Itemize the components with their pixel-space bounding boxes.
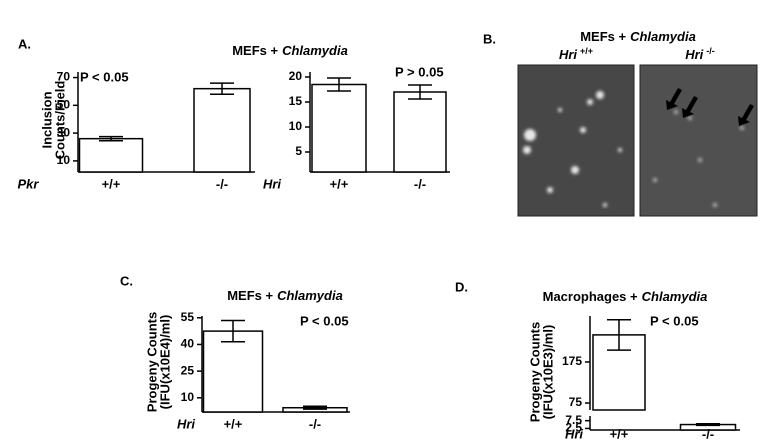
error-bar xyxy=(210,82,234,95)
micrograph-left xyxy=(517,64,635,217)
bar xyxy=(393,91,447,173)
title-italic: Chlamydia xyxy=(630,29,696,44)
y-tick-label: 5 xyxy=(295,144,302,158)
x-tick-label: -/- xyxy=(216,176,228,191)
error-bar xyxy=(221,319,245,343)
title-text: MEFs + xyxy=(232,43,278,58)
title-italic: Chlamydia xyxy=(642,289,708,304)
y-tick-label: 175 xyxy=(562,354,582,368)
bar xyxy=(193,87,251,173)
y-tick-label: 2.5 xyxy=(565,421,582,435)
annotation: P < 0.05 xyxy=(300,313,349,328)
y-tick-label: 55 xyxy=(181,310,195,324)
error-bar xyxy=(408,84,432,100)
error-bar xyxy=(327,77,351,92)
x-axis-label: Hri xyxy=(263,176,281,191)
title-italic: Chlamydia xyxy=(277,288,343,303)
y-tick-label: 50 xyxy=(57,98,71,112)
panel-label: D. xyxy=(455,279,468,294)
y-tick-label: 75 xyxy=(569,395,583,409)
image-label: Hri +/+ xyxy=(559,46,593,62)
y-tick-label: 10 xyxy=(181,390,195,404)
image-label-sup: +/+ xyxy=(580,46,593,56)
y-tick-label: 10 xyxy=(57,153,71,167)
title-text: MEFs + xyxy=(580,29,626,44)
y-axis-label: Inclusion xyxy=(39,91,54,148)
x-tick-label: +/+ xyxy=(224,416,243,431)
y-axis-label: Progeny Counts xyxy=(527,322,542,422)
y-axis-label: Counts/Field xyxy=(52,81,67,160)
y-tick-label: 30 xyxy=(57,125,71,139)
panel-title: MEFs + Chlamydia xyxy=(580,29,696,44)
x-axis-label: Hri xyxy=(177,416,195,431)
error-bar xyxy=(696,423,720,427)
y-axis-label: (IFU(x10E4)/ml) xyxy=(157,315,172,410)
panel-title: MEFs + Chlamydia xyxy=(232,43,348,58)
title-italic: Chlamydia xyxy=(282,43,348,58)
y-axis-label: (IFU(x10E3)/ml) xyxy=(540,325,555,420)
x-axis-label: Hri xyxy=(565,426,583,441)
x-tick-label: -/- xyxy=(702,426,714,441)
y-tick-label: 40 xyxy=(181,337,195,351)
chart-title: Macrophages + Chlamydia xyxy=(543,289,708,304)
y-tick-label: 70 xyxy=(57,70,71,84)
annotation: P < 0.05 xyxy=(80,69,129,84)
bar xyxy=(202,330,264,413)
y-tick-label: 20 xyxy=(289,69,303,83)
x-tick-label: +/+ xyxy=(330,176,349,191)
x-tick-label: +/+ xyxy=(102,176,121,191)
micrograph-right xyxy=(639,64,758,217)
image-label-sup: -/- xyxy=(706,46,715,56)
image-label-text: Hri xyxy=(559,47,577,62)
y-axis-label: Progeny Counts xyxy=(144,312,159,412)
title-text: MEFs + xyxy=(227,288,273,303)
x-tick-label: -/- xyxy=(309,416,321,431)
y-tick-label: 15 xyxy=(289,94,303,108)
error-bar xyxy=(303,405,327,410)
x-tick-label: -/- xyxy=(414,176,426,191)
x-tick-label: +/+ xyxy=(610,426,629,441)
x-axis-label: Pkr xyxy=(18,176,40,191)
y-tick-label: 25 xyxy=(181,363,195,377)
annotation: P < 0.05 xyxy=(650,313,699,328)
y-tick-label: 7.5 xyxy=(565,413,582,427)
image-label-text: Hri xyxy=(685,47,703,62)
image-label: Hri -/- xyxy=(685,46,715,62)
error-bar xyxy=(607,318,631,351)
chart-title: MEFs + Chlamydia xyxy=(227,288,343,303)
panel-label: A. xyxy=(18,36,31,51)
annotation: P > 0.05 xyxy=(395,64,444,79)
panel-label: B. xyxy=(483,31,496,46)
panel-label: C. xyxy=(120,273,133,288)
title-text: Macrophages + xyxy=(543,289,638,304)
bar xyxy=(311,83,367,173)
y-tick-label: 10 xyxy=(289,119,303,133)
bar xyxy=(78,137,144,173)
error-bar xyxy=(99,135,123,142)
